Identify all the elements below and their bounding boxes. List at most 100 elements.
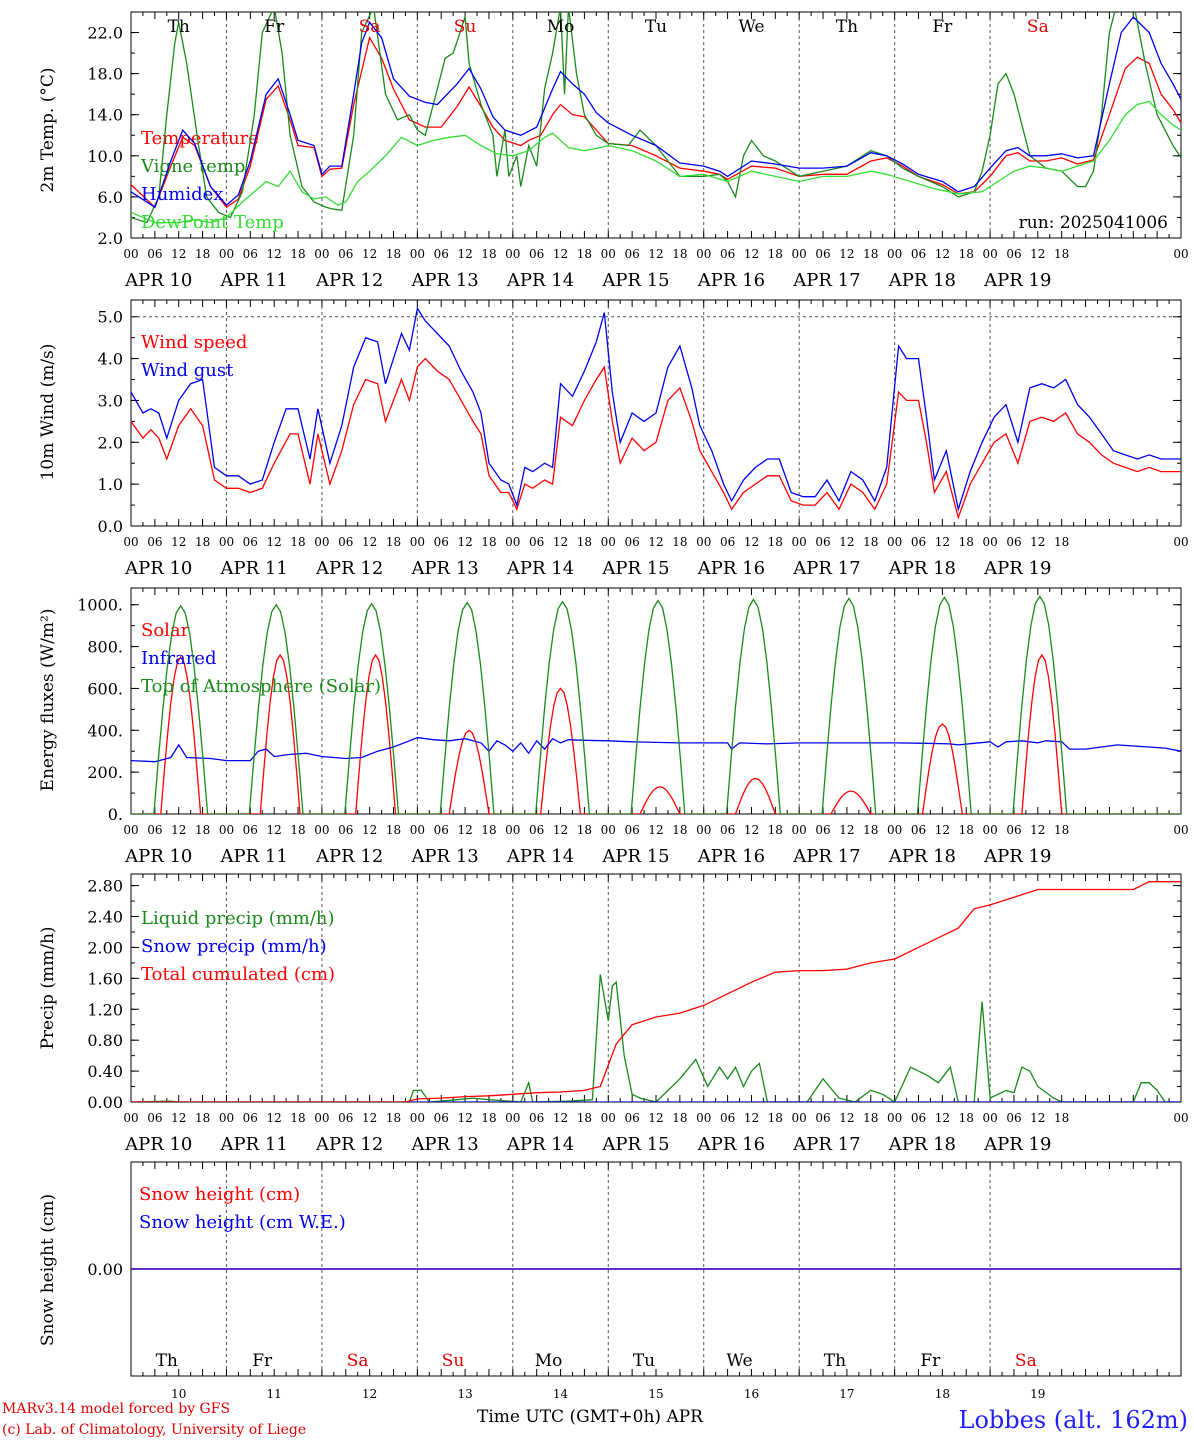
day-label: APR 18 [888,270,956,291]
hour-tick-label: 18 [386,535,401,549]
hour-tick-label: 00 [696,247,711,261]
hour-tick-label: 00 [505,535,520,549]
hour-tick-label: 18 [386,1111,401,1125]
hour-tick-label: 06 [338,535,353,549]
day-label: APR 14 [506,846,574,867]
hour-tick-label: 12 [648,247,663,261]
hour-tick-label: 06 [434,535,449,549]
hour-tick-label: 00 [792,1111,807,1125]
panel-3: 0. 200. 400. 600. 800. 1000. Energy fluxes (W/… [38,587,1189,867]
legend-entry: Wind gust [141,360,234,381]
hour-tick-label: 12 [839,247,854,261]
hour-tick-label: 00 [982,535,997,549]
weekday-label: Mo [535,1351,563,1371]
hour-tick-label: 06 [1006,247,1021,261]
day-label: APR 16 [697,1134,765,1155]
hour-tick-label: 00 [982,247,997,261]
hour-tick-label: 12 [457,247,472,261]
day-number-label: 17 [839,1387,854,1401]
hour-tick-label: 18 [481,535,496,549]
hour-tick-label: 00 [1173,1111,1188,1125]
y-tick-label: 0.00 [87,1093,123,1112]
day-label: APR 12 [315,270,383,291]
legend-entry: Liquid precip (mm/h) [141,908,335,929]
hour-tick-label: 06 [434,247,449,261]
hour-tick-label: 12 [553,1111,568,1125]
y-tick-label: 1.0 [98,475,123,494]
weekday-label: Fr [932,17,953,37]
hour-tick-label: 18 [768,1111,783,1125]
hour-tick-label: 06 [720,823,735,837]
day-label: APR 15 [601,558,669,579]
panel-2: 0.0 1.0 2.0 3.0 4.0 5.0 10m Wind (m/s) Wind spe… [38,299,1189,579]
hour-tick-label: 12 [362,247,377,261]
day-number-label: 14 [553,1387,569,1401]
hour-tick-label: 18 [577,1111,592,1125]
hour-tick-label: 18 [386,247,401,261]
hour-tick-label: 18 [577,535,592,549]
hour-tick-label: 00 [123,823,138,837]
hour-tick-label: 12 [267,823,282,837]
series-line-2 [131,306,1181,512]
day-number-label: 11 [267,1387,282,1401]
series-line-4 [131,100,1181,224]
hour-tick-label: 12 [839,535,854,549]
hour-tick-label: 18 [863,247,878,261]
series-line-3 [131,881,1181,1102]
hour-tick-label: 18 [672,247,687,261]
hour-tick-label: 06 [911,247,926,261]
day-label: APR 10 [124,1134,192,1155]
hour-tick-label: 06 [338,1111,353,1125]
hour-tick-label: 12 [457,535,472,549]
hour-tick-label: 00 [410,823,425,837]
hour-tick-label: 12 [171,823,186,837]
y-tick-label: 0.80 [87,1031,123,1050]
weekday-label: We [726,1351,752,1371]
day-label: APR 17 [792,1134,860,1155]
hour-tick-label: 00 [123,247,138,261]
hour-tick-label: 12 [362,1111,377,1125]
hour-tick-label: 06 [815,535,830,549]
y-tick-label: 800. [87,638,123,657]
y-tick-label: 400. [87,721,123,740]
day-label: APR 18 [888,1134,956,1155]
y-tick-label: 2.40 [87,908,123,927]
hour-tick-label: 06 [720,1111,735,1125]
y-tick-label: 2.0 [98,229,123,248]
hour-tick-label: 06 [147,1111,162,1125]
hour-tick-label: 18 [959,823,974,837]
hour-tick-label: 18 [195,823,210,837]
hour-tick-label: 06 [529,1111,544,1125]
series-line-3 [131,595,1181,814]
hour-tick-label: 06 [624,535,639,549]
day-label: APR 15 [601,1134,669,1155]
day-number-label: 18 [935,1387,950,1401]
hour-tick-label: 00 [410,535,425,549]
hour-tick-label: 18 [290,247,305,261]
hour-tick-label: 00 [601,535,616,549]
hour-tick-label: 18 [195,247,210,261]
hour-tick-label: 12 [839,823,854,837]
hour-tick-label: 00 [1173,247,1188,261]
y-tick-label: 5.0 [98,308,123,327]
hour-tick-label: 06 [243,1111,258,1125]
hour-tick-label: 06 [624,823,639,837]
legend-entry: Temperature [141,128,259,149]
y-tick-label: 22.0 [87,24,123,43]
weekday-label: Tu [645,17,667,37]
y-tick-label: 0.40 [87,1062,123,1081]
weekday-label: Th [836,17,858,37]
hour-tick-label: 00 [601,823,616,837]
hour-tick-label: 06 [624,1111,639,1125]
hour-tick-label: 18 [290,535,305,549]
day-label: APR 18 [888,558,956,579]
hour-tick-label: 12 [267,535,282,549]
hour-tick-label: 06 [338,823,353,837]
run-label: run: 2025041006 [1019,213,1168,233]
legend-entry: Top of Atmosphere (Solar) [141,676,381,697]
hour-tick-label: 00 [792,535,807,549]
y-tick-label: 3.0 [98,391,123,410]
day-label: APR 11 [220,270,288,291]
hour-tick-label: 00 [219,535,234,549]
hour-tick-label: 12 [1030,1111,1045,1125]
